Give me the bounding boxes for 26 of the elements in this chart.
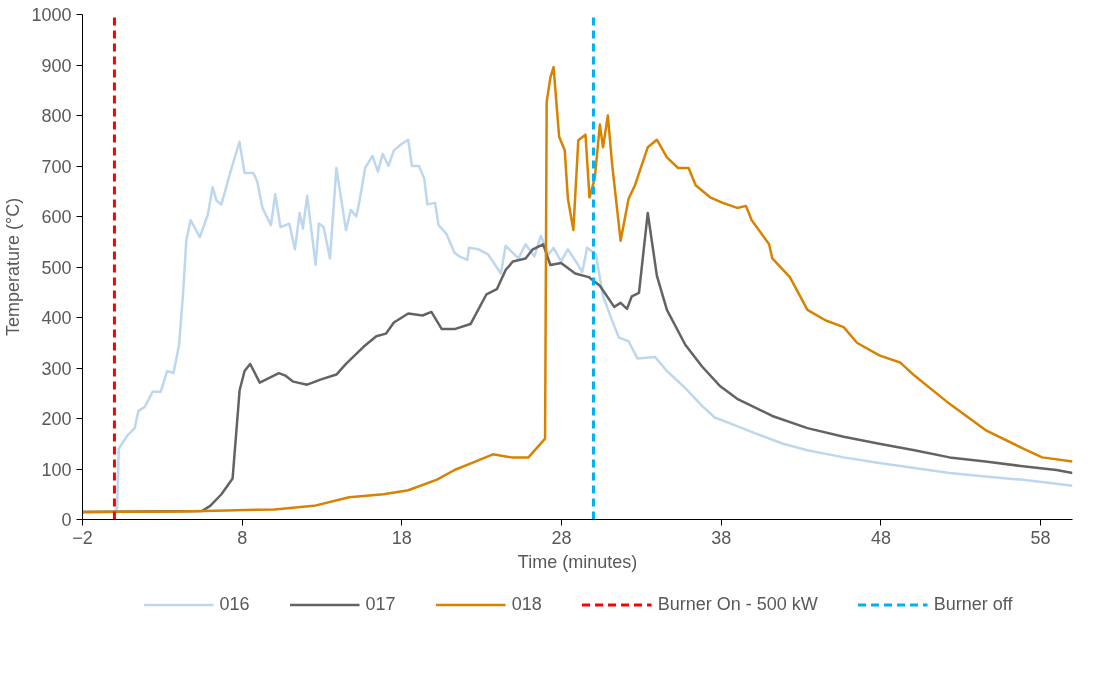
x-tick-label: −2 <box>72 527 93 548</box>
x-tick-label: 38 <box>711 527 732 548</box>
y-tick-label: 400 <box>41 308 72 328</box>
y-tick-label: 300 <box>41 358 72 379</box>
y-tick-label: 700 <box>41 156 72 177</box>
y-axis-title: Temperature (°C) <box>3 197 24 337</box>
y-tick-label: 200 <box>41 409 72 429</box>
x-tick-label: 48 <box>870 527 891 548</box>
y-tick-label: 100 <box>41 459 72 480</box>
x-tick-label: 18 <box>391 527 412 548</box>
y-tick-label: 0 <box>61 510 72 530</box>
line-series <box>82 65 1073 514</box>
x-tick-label: 28 <box>551 527 572 548</box>
x-axis-title: Time (minutes) <box>517 551 638 572</box>
legend-label: Burner off <box>933 593 1013 615</box>
y-tick-label: 1000 <box>31 5 72 25</box>
legend-label: 016 <box>219 593 250 615</box>
y-tick-label: 900 <box>41 55 72 76</box>
legend-label: 018 <box>511 593 542 615</box>
y-tick-label: 800 <box>41 106 72 126</box>
y-tick-label: 600 <box>41 207 72 227</box>
x-tick-label: 58 <box>1030 527 1051 548</box>
legend-label: 017 <box>365 593 396 615</box>
y-tick-label: 500 <box>41 257 72 278</box>
legend-label: Burner On - 500 kW <box>657 593 818 615</box>
x-tick-label: 8 <box>237 527 248 548</box>
